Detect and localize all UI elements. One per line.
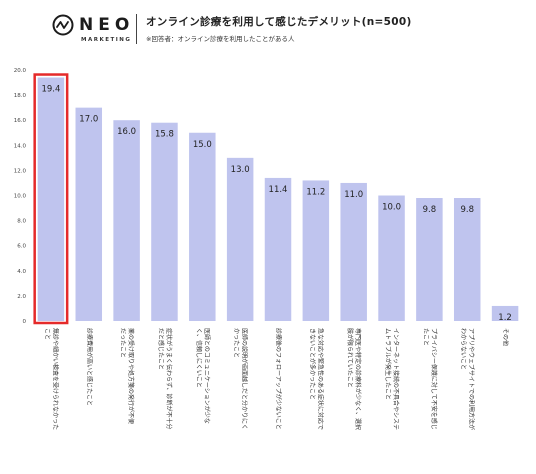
category-label: だと感じたこと — [157, 328, 165, 370]
y-tick-label: 20.0 — [14, 68, 27, 74]
category-label: プライバシー保護に対して不安を感じ — [430, 328, 438, 430]
category-label: きないことが多かったこと — [308, 328, 316, 400]
category-label: 専門医や特定の診療科が少なく、選択 — [354, 328, 362, 430]
data-label: 15.0 — [193, 140, 212, 150]
bar — [453, 198, 481, 321]
data-label: 9.8 — [423, 205, 437, 215]
y-tick-label: 0 — [23, 319, 27, 325]
data-label: 17.0 — [79, 115, 98, 125]
category-label: こと — [43, 328, 50, 340]
y-tick-label: 16.0 — [14, 118, 27, 124]
bar — [189, 132, 216, 321]
bar — [416, 198, 443, 321]
bar — [37, 77, 65, 321]
logo-subtext: MARKETING — [81, 37, 132, 43]
category-label: わからないこと — [460, 328, 467, 370]
category-label: たこと — [422, 328, 429, 346]
bar — [113, 120, 140, 321]
data-labels: 19.4 17.0 16.0 15.8 15.0 13.0 11.4 11.2 11.0 10.0… — [41, 85, 511, 323]
bar — [151, 122, 178, 322]
highlight-frame — [33, 73, 69, 325]
header-divider — [136, 14, 137, 44]
category-label: ムトラブルが発生したこと — [384, 328, 392, 400]
chart-subtitle: ※回答者：オンライン診療を利用したことがある人 — [146, 35, 295, 43]
brand-logo: NEO MARKETING — [52, 14, 134, 46]
category-label: 症状がうまく伝わらず、診断が不十分 — [165, 328, 173, 429]
category-label: 医師とのコミュニケーションが少な — [203, 328, 211, 424]
chart-title: オンライン診療を利用して感じたデメリット(n=500) — [146, 16, 412, 28]
category-label: く、信頼しにくいこと — [195, 328, 203, 388]
bar — [302, 180, 330, 321]
category-label: その他 — [502, 328, 510, 346]
category-label: 診療後のフォローアップが少ないこと — [275, 328, 283, 430]
data-label: 9.8 — [460, 205, 474, 215]
category-label: 肢が限られていたこと — [346, 328, 354, 388]
bar — [75, 107, 103, 322]
data-label: 1.2 — [498, 313, 512, 323]
bar — [491, 305, 519, 321]
y-tick-label: 8.0 — [17, 219, 26, 225]
bar — [340, 182, 367, 321]
bar — [264, 177, 292, 321]
data-label: 13.0 — [231, 165, 250, 175]
y-tick-label: 14.0 — [14, 143, 27, 149]
category-label: アプリやウェブサイトでの利用方法が — [468, 328, 476, 430]
y-axis-ticks: 0 2.0 4.0 6.0 8.0 10.0 12.0 14.0 16.0 18.0 20.0 — [14, 68, 27, 325]
category-label: 医師の説明が画面越しだと分かりにく — [241, 328, 249, 430]
y-tick-label: 2.0 — [17, 294, 26, 300]
data-label: 10.0 — [382, 203, 401, 213]
data-label: 15.8 — [155, 130, 174, 140]
y-tick-label: 6.0 — [17, 244, 26, 250]
data-label: 11.4 — [269, 185, 288, 195]
pulse-circle-icon — [52, 14, 74, 36]
category-label: 薬の受け取りや処方箋の発行が不便 — [127, 328, 135, 424]
category-label: かったこと — [233, 328, 240, 358]
bars — [33, 73, 519, 325]
y-tick-label: 18.0 — [14, 93, 27, 99]
category-label: インターネット接続の不具合やシステ — [392, 328, 400, 430]
category-label: 急な対応や緊急性のある症状に対応で — [316, 328, 324, 430]
data-label: 19.4 — [41, 85, 60, 95]
y-tick-label: 12.0 — [14, 168, 27, 174]
y-tick-label: 10.0 — [14, 194, 27, 200]
data-label: 11.2 — [306, 187, 325, 197]
data-label: 16.0 — [117, 127, 136, 137]
category-label: だったこと — [119, 328, 126, 358]
bar — [226, 157, 254, 321]
y-tick-label: 4.0 — [17, 269, 26, 275]
logo-wordmark: NEO — [79, 15, 135, 35]
category-label: 診療費用が高いと感じたこと — [85, 328, 93, 406]
data-label: 11.0 — [344, 190, 363, 200]
bar — [378, 195, 405, 321]
category-label: 無診や細かい検査を受けられなかった — [51, 328, 59, 430]
